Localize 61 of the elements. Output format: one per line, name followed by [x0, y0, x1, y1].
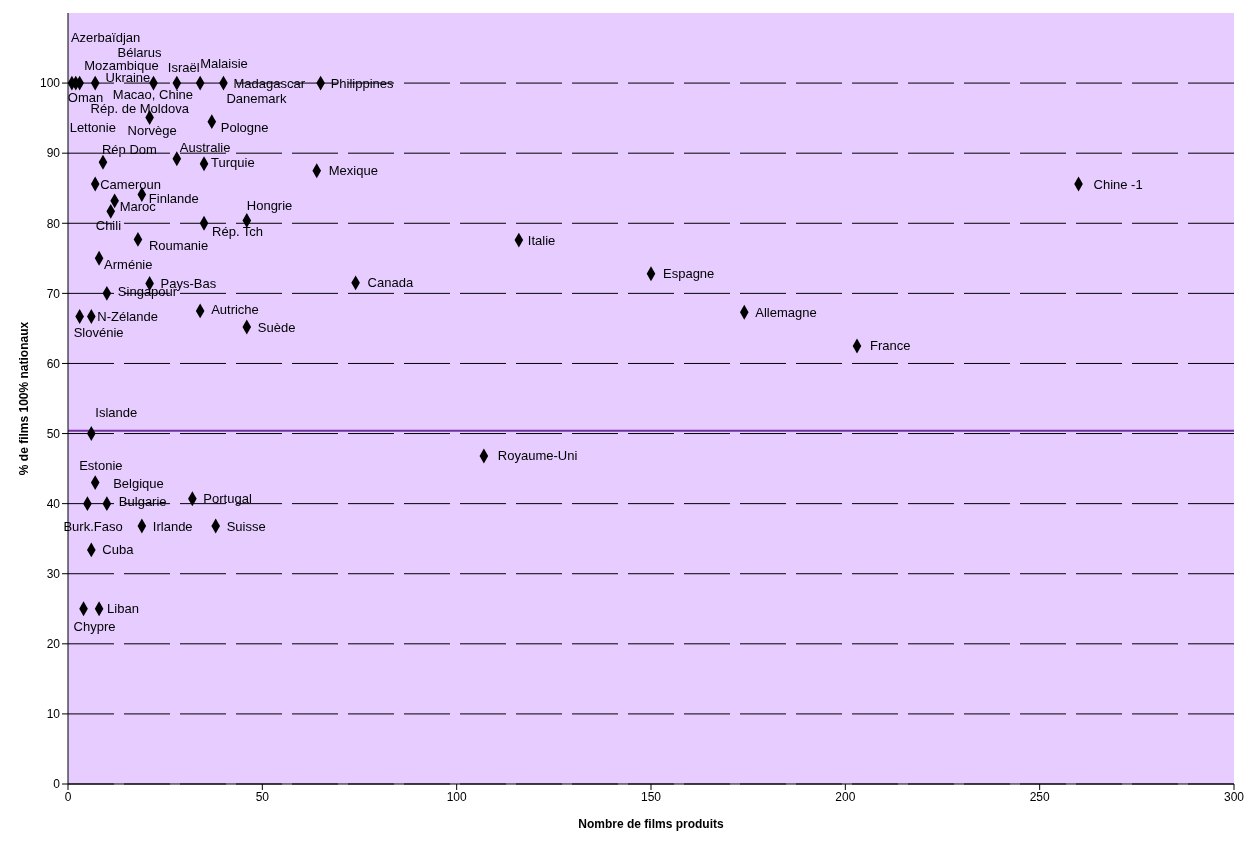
annotation: Suisse	[226, 518, 266, 534]
annotation: Irlande	[152, 518, 193, 534]
y-tick-label: 40	[46, 496, 61, 511]
annotation: Rép. Tch	[212, 223, 264, 239]
y-tick-label: 50	[46, 426, 61, 441]
y-tick-label: 60	[46, 356, 61, 371]
y-tick-label: 20	[46, 637, 61, 652]
annotation: Turquie	[211, 155, 255, 171]
annotation: Slovénie	[73, 324, 124, 340]
y-tick-label: 30	[46, 566, 61, 581]
annotation: Cameroun	[100, 176, 161, 192]
annotation: N-Zélande	[97, 308, 159, 324]
annotation: Israël	[167, 59, 200, 75]
annotation: Autriche	[211, 302, 259, 318]
annotation: Islande	[95, 405, 138, 421]
annotation: Liban	[107, 601, 139, 617]
annotation: Bélarus	[117, 44, 163, 60]
annotation: France	[869, 338, 911, 354]
annotation: Azerbaïdjan	[70, 29, 141, 45]
annotation: Canada	[367, 275, 414, 291]
annotation: Lettonie	[69, 119, 116, 135]
annotation: Arménie	[104, 256, 153, 272]
annotation: Chine -1	[1093, 176, 1143, 192]
annotation: Roumanie	[148, 237, 209, 253]
y-tick-label: 70	[46, 286, 61, 301]
annotation: Espagne	[663, 266, 715, 282]
annotation: Royaume-Uni	[497, 448, 578, 464]
annotation: Maroc	[119, 199, 157, 215]
y-tick-label: 10	[46, 707, 61, 722]
annotation: Hongrie	[246, 197, 293, 213]
y-tick-label: 80	[46, 216, 61, 231]
annotation: Portugal	[203, 491, 252, 507]
x-tick-label: 300	[1223, 789, 1245, 804]
annotation: Estonie	[79, 458, 123, 474]
annotation: Pologne	[220, 120, 269, 136]
annotation: Malaisie	[200, 55, 248, 71]
annotation: Suède	[257, 319, 296, 335]
y-tick-label: 90	[46, 146, 61, 161]
x-tick-label: 0	[64, 789, 72, 804]
annotation: Rép Dom	[101, 141, 157, 157]
annotation: Italie	[527, 232, 556, 248]
x-tick-label: 250	[1029, 789, 1050, 804]
x-tick-label: 50	[255, 789, 270, 804]
y-axis-title: % de films 100% nationaux	[17, 321, 32, 476]
annotation: Danemark	[226, 90, 287, 106]
y-tick-label: 0	[53, 777, 61, 792]
x-tick-label: 100	[446, 789, 467, 804]
x-tick-label: 150	[640, 789, 662, 804]
annotation: Allemagne	[755, 304, 817, 320]
annotation: Oman	[67, 89, 104, 105]
x-tick-label: 200	[835, 789, 856, 804]
y-tick-label: 100	[39, 76, 61, 91]
annotation: Macao, Chine	[112, 86, 194, 102]
annotation: Mexique	[328, 163, 378, 179]
annotation: Chypre	[73, 619, 116, 635]
annotation: Burk.Faso	[63, 519, 123, 535]
annotation: Belgique	[113, 476, 164, 492]
annotation: Cuba	[102, 542, 135, 558]
x-axis-title: Nombre de films produits	[578, 817, 724, 831]
annotation: Norvège	[127, 122, 177, 138]
annotation: Australie	[179, 140, 231, 156]
